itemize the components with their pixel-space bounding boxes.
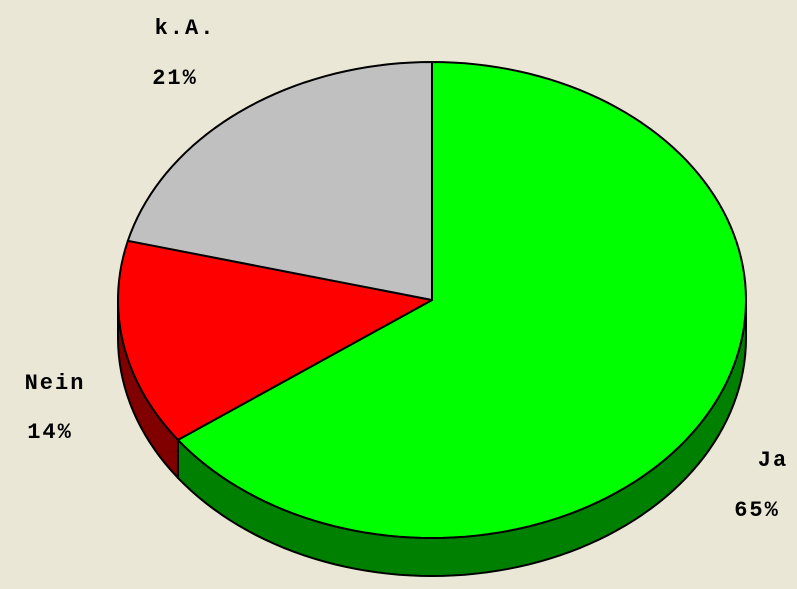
- slice-value-label: 65%: [734, 498, 780, 523]
- slice-label: Ja: [758, 448, 788, 473]
- slice: [176, 61, 747, 539]
- slice-label: Nein: [25, 371, 86, 396]
- slice-label: k.A.: [155, 16, 216, 41]
- slice: [117, 239, 433, 441]
- slice: [126, 61, 433, 301]
- slice-value-label: 14%: [27, 420, 73, 445]
- slice-value-label: 21%: [152, 66, 198, 91]
